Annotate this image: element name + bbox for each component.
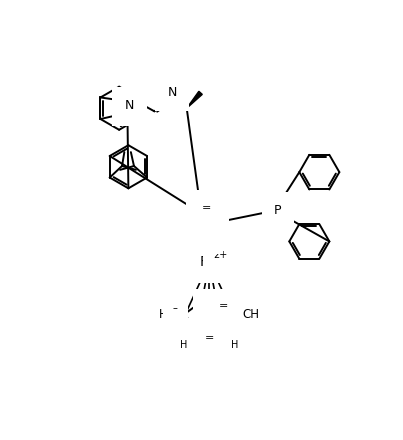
Text: Fe: Fe [200,255,216,269]
Text: CH: CH [200,224,218,237]
Text: H: H [180,340,188,350]
Text: C: C [231,330,239,343]
Text: N: N [124,101,134,114]
Text: N: N [125,99,135,113]
Text: H: H [231,340,238,350]
Text: N: N [167,85,177,99]
Text: P: P [274,204,282,217]
Text: C: C [205,301,213,313]
Text: CH: CH [243,308,260,321]
Text: C: C [203,230,211,242]
Polygon shape [187,91,202,108]
Text: H: H [205,212,212,222]
Text: =: = [205,333,214,343]
Text: =: = [202,203,211,213]
Text: HC: HC [159,308,176,321]
Text: =: = [218,301,228,311]
Text: –: – [202,222,207,232]
Text: C: C [205,202,213,215]
Text: C: C [180,330,188,343]
Text: –: – [172,304,177,314]
Text: C: C [195,219,203,232]
Text: H: H [206,311,213,321]
Text: C: C [198,202,206,215]
Text: 2+: 2+ [213,249,227,260]
Text: H: H [198,212,206,222]
